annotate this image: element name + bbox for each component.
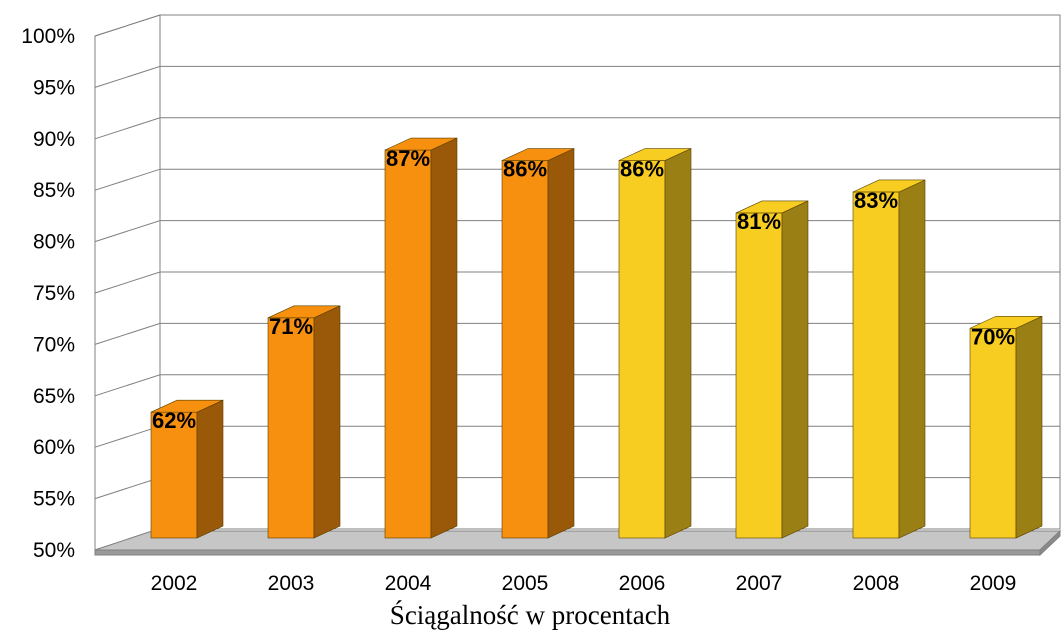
floor-top (94, 530, 1061, 551)
data-labels: 62% 71% 87% 86% 86% 81% 83% 70% (152, 146, 1015, 433)
bar-side-face (664, 148, 692, 539)
y-tick-label: 95% (33, 76, 75, 99)
x-axis-ticks: 2002 2003 2004 2005 2006 2007 2008 2009 (151, 572, 1017, 595)
data-label: 62% (152, 408, 196, 433)
bar-2007 (735, 200, 809, 539)
bar-front-face (969, 327, 1017, 539)
x-tick-label: 2006 (619, 572, 666, 595)
bar-front-face (852, 191, 900, 539)
y-tick-label: 75% (33, 282, 75, 305)
y-tick-label: 70% (33, 333, 75, 356)
floor-side (1039, 529, 1061, 557)
data-label: 71% (269, 314, 313, 339)
bars (150, 137, 1043, 539)
gridline (94, 65, 1060, 88)
bar-side-face (547, 148, 575, 539)
x-tick-label: 2009 (970, 572, 1017, 595)
bar-top-face (267, 305, 341, 319)
bar-2009 (969, 315, 1043, 539)
y-tick-label: 85% (33, 179, 75, 202)
bar-2008 (852, 179, 926, 539)
bar-top-face (969, 315, 1043, 329)
bar-side-face (430, 137, 458, 539)
bar-front-face (267, 317, 315, 539)
bar-front-face (618, 160, 666, 539)
x-tick-label: 2005 (502, 572, 549, 595)
data-label: 86% (620, 157, 664, 182)
data-label: 81% (737, 209, 781, 234)
bar-2005 (501, 148, 575, 539)
bar-2002 (150, 399, 224, 539)
y-tick-label: 90% (33, 128, 75, 151)
bar-side-face (313, 305, 341, 539)
bar-2003 (267, 305, 341, 539)
y-tick-label: 60% (33, 436, 75, 459)
bar-top-face (618, 148, 692, 161)
bar-side-face (1015, 315, 1043, 539)
x-tick-label: 2004 (385, 572, 432, 595)
y-tick-label: 55% (33, 488, 75, 511)
bar-top-face (150, 399, 224, 413)
data-label: 70% (971, 324, 1015, 349)
gridline (94, 117, 1060, 140)
bar-2004 (384, 137, 458, 539)
y-tick-label: 65% (33, 385, 75, 408)
x-tick-label: 2007 (736, 572, 783, 595)
floor-front (94, 549, 1041, 556)
x-axis-title: Ściągalność w procentach (390, 600, 671, 630)
data-label: 86% (503, 157, 547, 182)
gridline (94, 168, 1060, 191)
y-axis-ticks: 50% 55% 60% 65% 70% 75% 80% 85% 90% 95% 100% (21, 25, 75, 562)
bar-side-face (781, 200, 809, 539)
gridline (94, 14, 1060, 37)
bar-front-face (150, 411, 198, 539)
bar-top-face (501, 148, 575, 161)
x-tick-label: 2003 (268, 572, 315, 595)
y-tick-label: 50% (33, 539, 75, 562)
bar-front-face (501, 160, 549, 539)
bar-top-face (735, 200, 809, 214)
bar-front-face (735, 212, 783, 539)
bar-2006 (618, 148, 692, 539)
bar-side-face (898, 179, 926, 539)
y-tick-label: 100% (21, 25, 75, 48)
data-label: 87% (386, 146, 430, 171)
x-tick-label: 2008 (853, 572, 900, 595)
bar-front-face (384, 149, 432, 539)
y-tick-label: 80% (33, 231, 75, 254)
x-tick-label: 2002 (151, 572, 198, 595)
bar-top-face (384, 137, 458, 151)
chart-floor (94, 529, 1061, 557)
bar-top-face (852, 179, 926, 193)
bar-side-face (196, 399, 224, 539)
data-label: 83% (854, 188, 898, 213)
